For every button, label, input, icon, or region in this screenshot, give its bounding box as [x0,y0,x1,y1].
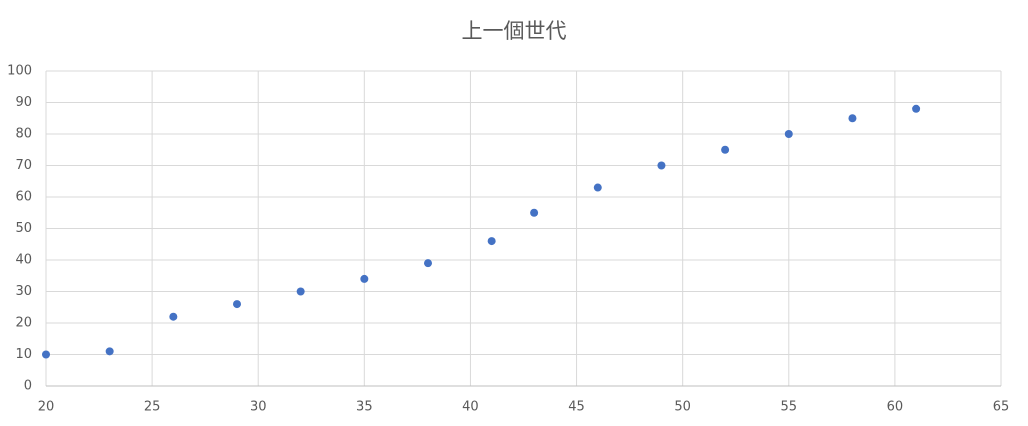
x-tick-label: 30 [250,400,267,415]
point [424,259,432,268]
point [530,208,539,217]
point [487,237,496,246]
y-tick-label: 50 [15,221,32,236]
point [169,312,178,321]
x-tick-label: 65 [993,400,1010,415]
point [721,145,730,154]
point [848,114,857,123]
y-tick-label: 30 [15,284,32,299]
y-tick-label: 90 [15,95,32,110]
y-tick-label: 20 [15,316,32,331]
x-tick-label: 60 [887,400,904,415]
x-tick-label: 25 [144,400,161,415]
y-tick-label: 60 [15,190,32,205]
x-tick-label: 45 [568,400,585,415]
y-tick-label: 100 [7,64,32,79]
point [105,347,114,356]
point [593,183,602,192]
y-tick-label: 10 [15,347,32,362]
point [296,287,305,296]
x-tick-label: 50 [674,400,691,415]
point [233,300,241,309]
point [784,130,793,138]
y-tick-label: 0 [24,379,32,394]
x-tick-label: 20 [38,400,55,415]
point [42,350,50,359]
y-tick-label: 70 [15,158,32,173]
chart-title: 上一個世代 [462,19,567,43]
point [360,274,369,283]
y-tick-label: 80 [15,127,32,142]
y-tick-label: 40 [15,253,32,268]
point [657,161,666,170]
x-tick-label: 40 [462,400,479,415]
x-tick-label: 35 [356,400,373,415]
x-tick-label: 55 [781,400,798,415]
point [912,104,921,113]
